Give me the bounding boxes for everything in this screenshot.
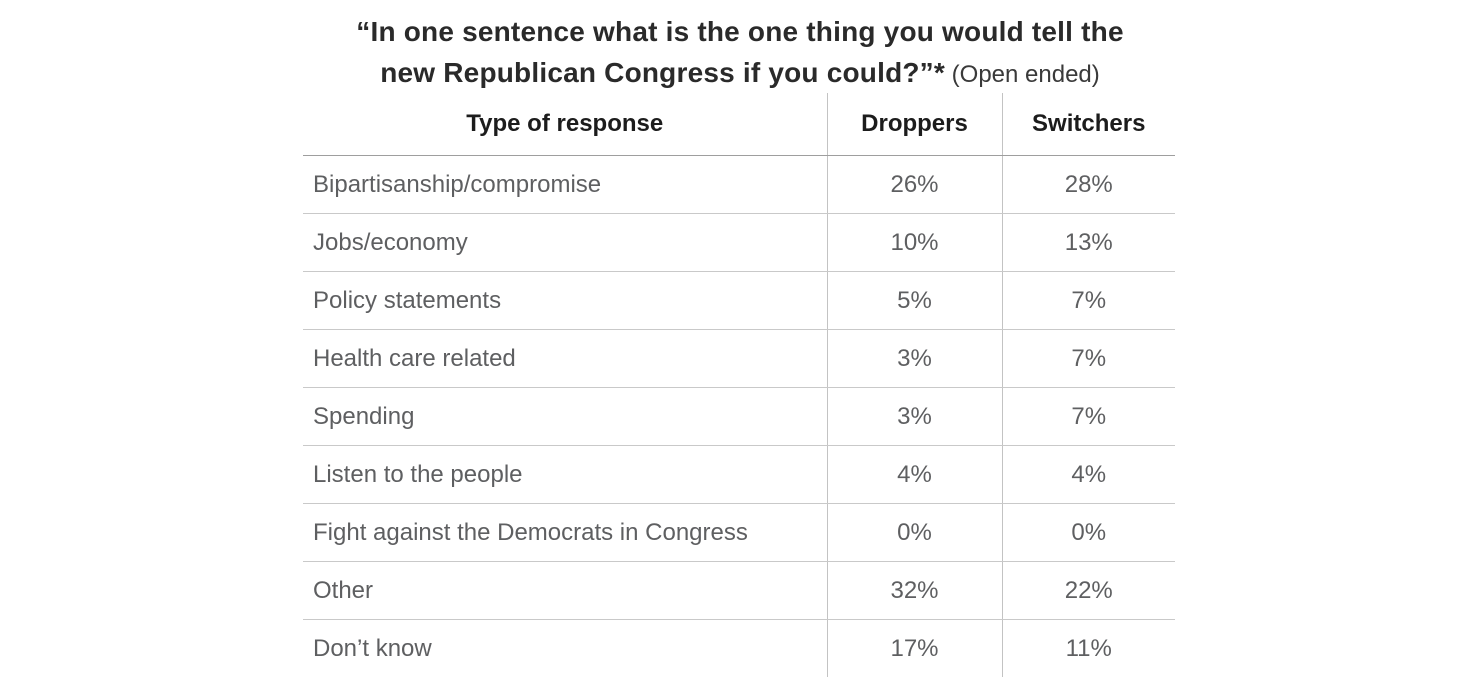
row-label: Fight against the Democrats in Congress — [303, 503, 827, 562]
switchers-value: 0% — [1001, 503, 1175, 562]
figure-title-open-ended-note: (Open ended) — [944, 61, 1100, 88]
column-header-droppers: Droppers — [826, 93, 1002, 156]
droppers-value: 4% — [826, 445, 1002, 504]
table-row: Fight against the Democrats in Congress … — [303, 503, 1175, 562]
switchers-value: 11% — [1001, 619, 1175, 677]
figure-title-line2-text: new Republican Congress if you could?”* — [380, 57, 945, 88]
switchers-value: 7% — [1001, 387, 1175, 446]
row-label: Other — [303, 561, 827, 620]
switchers-value: 22% — [1001, 561, 1175, 620]
droppers-value: 0% — [826, 503, 1002, 562]
switchers-value: 28% — [1001, 155, 1175, 214]
figure-title-line1: “In one sentence what is the one thing y… — [0, 14, 1480, 55]
switchers-value: 7% — [1001, 271, 1175, 330]
droppers-value: 3% — [826, 329, 1002, 388]
column-header-switchers: Switchers — [1001, 93, 1175, 156]
switchers-value: 7% — [1001, 329, 1175, 388]
table-row: Jobs/economy 10% 13% — [303, 213, 1175, 272]
row-label: Policy statements — [303, 271, 827, 330]
droppers-value: 10% — [826, 213, 1002, 272]
figure-title-line2: new Republican Congress if you could?”* … — [0, 55, 1480, 96]
droppers-value: 3% — [826, 387, 1002, 446]
table-row: Spending 3% 7% — [303, 387, 1175, 446]
droppers-value: 32% — [826, 561, 1002, 620]
table-row: Other 32% 22% — [303, 561, 1175, 620]
column-header-type-of-response: Type of response — [303, 93, 827, 156]
table-row: Bipartisanship/compromise 26% 28% — [303, 155, 1175, 214]
row-label: Listen to the people — [303, 445, 827, 504]
row-label: Health care related — [303, 329, 827, 388]
row-label: Don’t know — [313, 634, 432, 662]
responses-table: Type of response Droppers Switchers Bipa… — [303, 93, 1175, 677]
table-row: Policy statements 5% 7% — [303, 271, 1175, 330]
table-row: Listen to the people 4% 4% — [303, 445, 1175, 504]
droppers-value: 17% — [826, 619, 1002, 677]
figure-title: “In one sentence what is the one thing y… — [0, 14, 1480, 96]
table-row: Health care related 3% 7% — [303, 329, 1175, 388]
droppers-value: 5% — [826, 271, 1002, 330]
figure-title-line1-text: “In one sentence what is the one thing y… — [356, 16, 1124, 47]
row-label: Spending — [303, 387, 827, 446]
table-header-row: Type of response Droppers Switchers — [303, 93, 1175, 156]
switchers-value: 4% — [1001, 445, 1175, 504]
row-label: Bipartisanship/compromise — [303, 155, 827, 214]
table-row: Don’t know 17% 11% — [303, 619, 1175, 677]
droppers-value: 26% — [826, 155, 1002, 214]
switchers-value: 13% — [1001, 213, 1175, 272]
row-label: Jobs/economy — [303, 213, 827, 272]
